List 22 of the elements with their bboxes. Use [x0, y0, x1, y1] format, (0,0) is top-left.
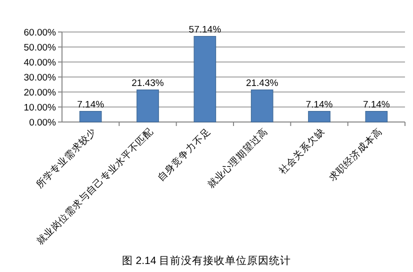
- y-tick-label: 50.00%: [24, 42, 57, 54]
- data-label: 7.14%: [77, 99, 105, 110]
- bar: [365, 110, 388, 122]
- y-tick-label: 20.00%: [24, 88, 57, 98]
- y-tick-label: 30.00%: [24, 72, 57, 84]
- data-label: 57.14%: [188, 24, 222, 36]
- data-label: 7.14%: [362, 99, 390, 110]
- y-tick-label: 10.00%: [24, 102, 57, 114]
- bar: [79, 110, 102, 122]
- bar: [250, 90, 274, 122]
- x-tick-label: 社会关系欠缺: [276, 126, 328, 177]
- data-label: 21.43%: [132, 78, 164, 89]
- x-tick-label: 求职经济成本高: [326, 126, 385, 184]
- y-tick-label: 40.00%: [24, 58, 57, 68]
- y-tick-label: 0.00%: [29, 118, 57, 128]
- data-label: 21.43%: [246, 78, 279, 89]
- bar: [136, 90, 159, 122]
- bar: [308, 110, 330, 122]
- bar: [194, 36, 216, 122]
- data-label: 7.14%: [306, 99, 334, 110]
- text: 图 2.14 目前没有接收单位原因统计: [122, 254, 292, 267]
- y-tick-label: 60.00%: [24, 28, 57, 38]
